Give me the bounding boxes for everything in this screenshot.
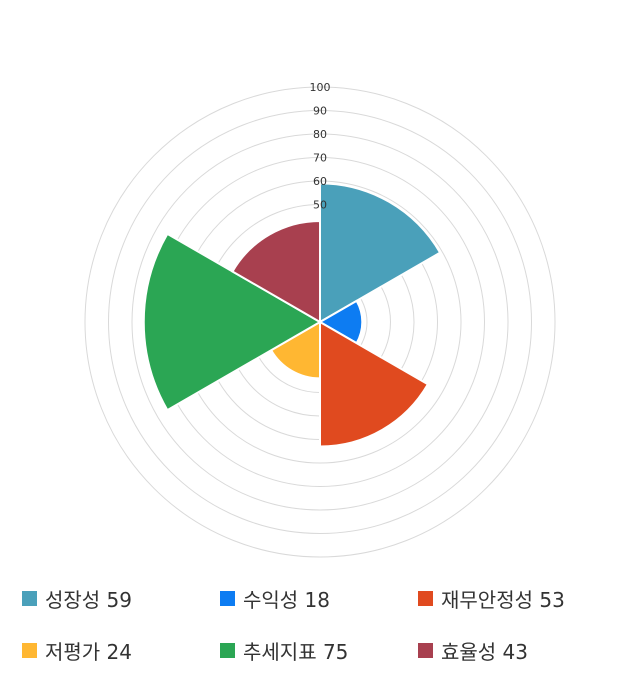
legend-swatch	[418, 590, 433, 606]
legend-swatch	[22, 642, 37, 658]
legend-item-growth[interactable]: 성장성 59	[22, 578, 132, 618]
legend-label: 효율성 43	[441, 639, 529, 664]
slice-1[interactable]	[319, 182, 442, 324]
legend-label: 저평가 24	[45, 639, 133, 664]
grid-circle	[84, 86, 556, 558]
legend-item-undervaluation[interactable]: 저평가 24	[22, 630, 132, 670]
slice-5[interactable]	[142, 232, 323, 412]
legend-swatch	[418, 642, 433, 658]
legend-swatch	[22, 590, 37, 606]
legend-label: 재무안정성 53	[441, 587, 565, 612]
slice-3[interactable]	[319, 320, 430, 448]
legend-label: 수익성 18	[243, 587, 331, 612]
legend-item-trend-indicator[interactable]: 추세지표 75	[220, 630, 348, 670]
radial-tick-label: 90	[313, 105, 327, 118]
legend-swatch	[220, 642, 235, 658]
grid-circle	[131, 133, 509, 511]
radial-tick-label: 100	[310, 81, 331, 94]
radial-tick-label: 70	[313, 152, 327, 165]
radial-tick-labels: 50 60 70 80 90 100	[310, 81, 331, 212]
slice-4[interactable]	[269, 320, 321, 380]
legend-item-profitability[interactable]: 수익성 18	[220, 578, 330, 618]
radial-tick-label: 50	[313, 199, 327, 212]
polar-area-chart: 50 60 70 80 90 100	[84, 81, 556, 558]
legend-label: 성장성 59	[45, 587, 133, 612]
slice-6[interactable]	[231, 219, 321, 324]
radial-tick-label: 80	[313, 128, 327, 141]
legend-item-efficiency[interactable]: 효율성 43	[418, 630, 528, 670]
legend-label: 추세지표 75	[243, 639, 349, 664]
legend-item-financial-stability[interactable]: 재무안정성 53	[418, 578, 565, 618]
slices	[142, 182, 442, 448]
grid-circle	[108, 110, 532, 534]
legend-swatch	[220, 590, 235, 606]
radial-tick-label: 60	[313, 175, 327, 188]
